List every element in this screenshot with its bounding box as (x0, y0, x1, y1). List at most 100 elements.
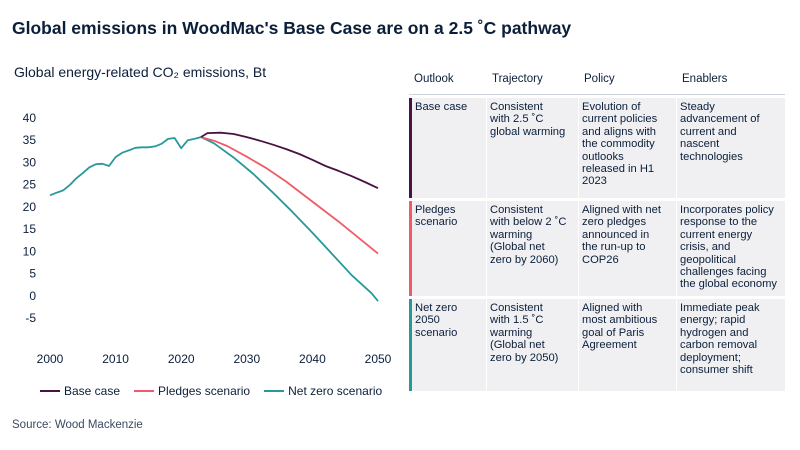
legend-item-pledges: Pledges scenario (134, 384, 250, 398)
cell-line: the commodity (582, 138, 655, 151)
table-row-net-zero: Net zero 2050 scenario Consistent with 1.5 ˚… (409, 299, 785, 391)
cell-line: Consistent (490, 204, 543, 216)
legend-swatch-pledges (134, 390, 155, 392)
cell-line: warming (490, 228, 533, 241)
cell-line: Incorporates policy (680, 204, 774, 216)
y-tick-label: -5 (25, 311, 36, 325)
cell-line: Immediate peak (680, 302, 760, 314)
table-body: Base case Consistent with 2.5 ˚C global war… (409, 98, 785, 391)
cell-line: most ambitious (582, 314, 658, 327)
y-tick-label: 35 (23, 133, 37, 147)
x-tick-label: 2020 (168, 352, 195, 366)
y-tick-label: 10 (23, 244, 37, 258)
cell-line: global warming (490, 125, 566, 138)
cell-line: advancement of (680, 113, 760, 126)
cell-line: consumer shift (680, 364, 753, 377)
cell-line: Aligned with (582, 302, 643, 314)
legend-swatch-netzero (264, 390, 285, 392)
cell-enablers: Incorporates policy response to the curren… (677, 201, 785, 296)
cell-line: announced in (582, 228, 650, 241)
cell-line: scenario (415, 216, 458, 229)
x-tick-label: 2030 (233, 352, 260, 366)
legend-label-netzero: Net zero scenario (288, 384, 383, 398)
x-tick-label: 2010 (102, 352, 129, 366)
cell-line: hydrogen and (680, 326, 749, 339)
cell-line: and aligns with (582, 125, 657, 138)
chart-subtitle: Global energy-related CO₂ emissions, Bt (14, 64, 267, 80)
cell-line: current energy (680, 228, 753, 241)
cell-policy: Aligned with net zero pledges announced in… (579, 201, 677, 296)
cell-line: (Global net (490, 241, 545, 254)
legend-label-base: Base case (64, 384, 121, 398)
y-tick-label: 30 (23, 155, 37, 169)
series-line-net-zero (200, 136, 379, 302)
y-tick-label: 20 (23, 200, 37, 214)
cell-line: 2050 (415, 314, 440, 327)
cell-policy: Aligned with most ambitious goal of Paris A… (579, 299, 677, 391)
cell-line: COP26 (582, 253, 619, 266)
cell-line: challenges facing (680, 266, 767, 279)
cell-line: Consistent (490, 101, 543, 113)
cell-policy: Evolution of current policies and aligns w… (579, 98, 677, 198)
cell-line: Evolution of (582, 101, 641, 113)
cell-line: technologies (680, 150, 743, 163)
table-header: Outlook Trajectory Policy Enablers (409, 73, 785, 95)
cell-line: with 2.5 ˚C (490, 113, 544, 126)
y-tick-label: 40 (23, 111, 37, 125)
legend-item-netzero: Net zero scenario (264, 384, 382, 398)
source-note: Source: Wood Mackenzie (12, 419, 143, 431)
cell-line: zero pledges (582, 216, 647, 229)
legend-item-base: Base case (40, 384, 120, 398)
table-row-pledges: Pledges scenario Consistent with below 2 ˚C… (409, 201, 785, 296)
header-policy: Policy (584, 73, 615, 85)
cell-line: 2023 (582, 175, 607, 188)
cell-line: Steady (680, 101, 715, 113)
cell-line: released in H1 (582, 163, 655, 176)
header-enablers: Enablers (682, 73, 728, 85)
cell-line: with 1.5 ˚C (490, 314, 544, 327)
x-tick-label: 2050 (365, 352, 392, 366)
series-line-base-case (200, 131, 379, 190)
series-line-pledges (200, 136, 379, 255)
y-tick-label: 15 (23, 222, 37, 236)
cell-outlook: Pledges scenario (412, 201, 487, 296)
cell-line: geopolitical (680, 253, 736, 266)
cell-line: the global economy (680, 278, 778, 291)
cell-line: Aligned with net (582, 204, 661, 216)
cell-line: outlooks (582, 150, 624, 163)
y-tick-label: 5 (29, 267, 36, 281)
cell-outlook: Net zero 2050 scenario (412, 299, 487, 391)
cell-line: carbon removal (680, 339, 758, 352)
x-tick-label: 2040 (299, 352, 326, 366)
cell-line: Pledges (415, 204, 456, 216)
cell-line: crisis, and (680, 241, 731, 254)
cell-line: goal of Paris (582, 326, 645, 339)
cell-line: zero by 2060) (490, 253, 559, 266)
legend-label-pledges: Pledges scenario (158, 384, 251, 398)
cell-outlook: Base case (412, 98, 487, 198)
y-tick-label: 25 (23, 178, 37, 192)
cell-line: nascent (680, 138, 720, 151)
cell-line: Consistent (490, 302, 543, 314)
header-outlook: Outlook (414, 73, 454, 85)
cell-line: the run-up to (582, 241, 646, 254)
cell-line: warming (490, 326, 533, 339)
cell-trajectory: Consistent with below 2 ˚C warming (Global … (487, 201, 579, 296)
cell-line: zero by 2050) (490, 351, 559, 364)
y-tick-label: 0 (29, 289, 36, 303)
page-title: Global emissions in WoodMac's Base Case … (12, 18, 572, 38)
x-tick-label: 2000 (37, 352, 64, 366)
emissions-line-chart: -5 0 5 10 15 20 25 30 35 40 2000 2010 2020 2030 2040 20… (23, 111, 392, 366)
cell-enablers: Steady advancement of current and nascent te… (677, 98, 785, 198)
cell-line: current and (680, 125, 737, 138)
cell-line: Agreement (582, 339, 637, 352)
cell-trajectory: Consistent with 2.5 ˚C global warming (487, 98, 579, 198)
cell-line: deployment; (680, 351, 741, 364)
cell-line: response to the (680, 216, 758, 229)
cell-line: current policies (582, 113, 658, 126)
header-trajectory: Trajectory (492, 73, 543, 85)
legend-swatch-base (40, 390, 60, 392)
chart-legend: Base case Pledges scenario Net zero scen… (40, 384, 382, 398)
cell-line: energy; rapid (680, 314, 746, 327)
cell-enablers: Immediate peak energy; rapid hydrogen and c… (677, 299, 785, 391)
